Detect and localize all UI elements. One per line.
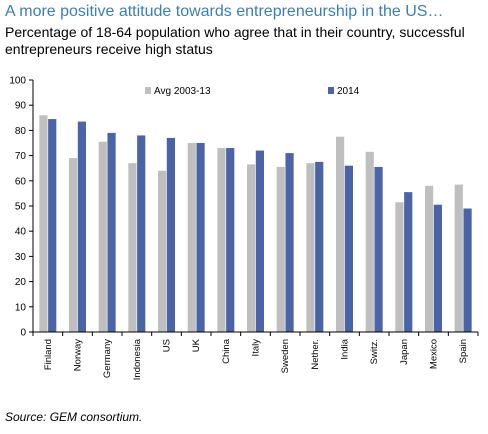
x-category-label: Norway bbox=[73, 339, 84, 371]
x-category-label: Nether. bbox=[310, 339, 321, 370]
bar-avg-finland bbox=[39, 115, 48, 332]
x-category-label: Switz. bbox=[369, 339, 380, 364]
bar-2014-switz bbox=[374, 166, 383, 332]
y-tick-label: 20 bbox=[15, 277, 27, 288]
bar-avg-india bbox=[336, 136, 345, 332]
bar-2014-spain bbox=[463, 208, 472, 332]
x-category-label: Finland bbox=[43, 339, 54, 370]
bar-2014-uk bbox=[196, 143, 205, 332]
y-tick-label: 50 bbox=[15, 202, 27, 213]
bar-2014-nether bbox=[315, 161, 324, 332]
x-category-label: Indonesia bbox=[132, 338, 143, 380]
bar-2014-sweden bbox=[285, 153, 294, 332]
bar-2014-indonesia bbox=[137, 135, 146, 332]
legend: Avg 2003-13 2014 bbox=[145, 86, 360, 97]
bar-avg-spain bbox=[454, 184, 463, 332]
bars bbox=[39, 115, 472, 332]
bar-avg-switz bbox=[365, 151, 374, 332]
bar-2014-italy bbox=[255, 150, 264, 332]
bar-2014-india bbox=[344, 165, 353, 332]
chart-title: A more positive attitude towards entrepr… bbox=[5, 3, 444, 20]
y-tick-label: 0 bbox=[20, 328, 26, 339]
bar-avg-norway bbox=[69, 158, 78, 332]
y-tick-label: 40 bbox=[15, 227, 27, 238]
y-tick-label: 10 bbox=[15, 302, 27, 313]
bar-avg-germany bbox=[98, 141, 107, 332]
x-category-label: China bbox=[221, 338, 232, 364]
y-tick-label: 90 bbox=[15, 101, 27, 112]
bar-2014-china bbox=[226, 148, 235, 332]
bar-avg-us bbox=[158, 170, 167, 332]
bar-2014-norway bbox=[77, 121, 86, 332]
y-tick-label: 100 bbox=[9, 76, 26, 87]
x-category-label: Spain bbox=[458, 339, 469, 363]
x-category-label: Sweden bbox=[280, 339, 291, 373]
bar-2014-germany bbox=[107, 132, 116, 332]
legend-swatch bbox=[145, 87, 151, 94]
x-category-label: Germany bbox=[102, 339, 113, 378]
bar-2014-finland bbox=[48, 119, 57, 332]
source-note: Source: GEM consortium. bbox=[5, 410, 143, 424]
bar-avg-sweden bbox=[276, 166, 285, 332]
y-tick-label: 70 bbox=[15, 151, 27, 162]
bar-avg-uk bbox=[187, 143, 196, 332]
bar-chart: 0 10 20 30 40 50 60 70 80 90 100 Finland Norway Germ… bbox=[9, 76, 479, 380]
bar-avg-china bbox=[217, 148, 226, 332]
x-category-label: US bbox=[162, 339, 173, 352]
x-category-label: UK bbox=[191, 338, 202, 352]
x-category-label: Mexico bbox=[429, 339, 440, 369]
x-category-label: Japan bbox=[399, 339, 410, 365]
chart-subtitle: Percentage of 18-64 population who agree… bbox=[5, 24, 465, 57]
bar-avg-nether bbox=[306, 163, 315, 332]
y-tick-label: 60 bbox=[15, 176, 27, 187]
bar-avg-italy bbox=[247, 164, 256, 332]
x-category-label: Italy bbox=[251, 339, 262, 357]
legend-swatch bbox=[328, 87, 334, 94]
bar-2014-us bbox=[166, 137, 175, 332]
x-category-label: India bbox=[340, 338, 351, 359]
y-tick-label: 80 bbox=[15, 126, 27, 137]
bar-2014-japan bbox=[404, 192, 413, 332]
bar-avg-indonesia bbox=[128, 163, 137, 332]
bar-avg-japan bbox=[395, 202, 404, 332]
x-axis: Finland Norway Germany Indonesia US UK China It… bbox=[32, 331, 479, 380]
y-tick-label: 30 bbox=[15, 252, 27, 263]
bar-avg-mexico bbox=[425, 185, 434, 332]
legend-label: 2014 bbox=[337, 86, 360, 97]
legend-label: Avg 2003-13 bbox=[154, 86, 211, 97]
y-axis: 0 10 20 30 40 50 60 70 80 90 100 bbox=[9, 76, 34, 339]
bar-2014-mexico bbox=[433, 204, 442, 332]
